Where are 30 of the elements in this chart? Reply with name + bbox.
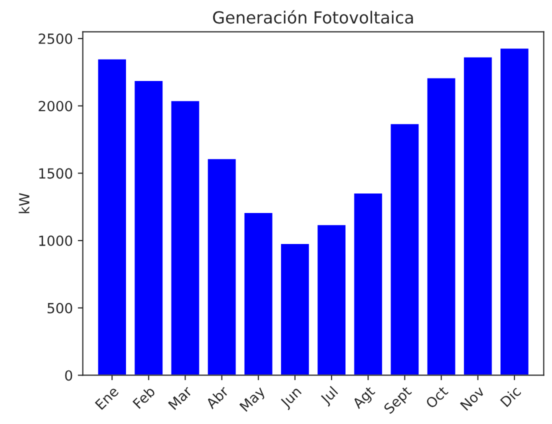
- bar: [243, 212, 274, 376]
- bar: [499, 47, 530, 376]
- x-tick-label: Nov: [460, 386, 486, 411]
- bar: [462, 56, 494, 376]
- x-tick-label: Ene: [94, 386, 120, 410]
- bar: [206, 158, 238, 376]
- x-tick-label: Dic: [500, 386, 522, 408]
- y-tick-label: 1000: [39, 236, 72, 246]
- bar: [426, 76, 457, 376]
- y-tick-label: 2500: [38, 34, 72, 44]
- x-tick-label: Abr: [204, 384, 230, 410]
- bar: [133, 80, 164, 376]
- bar: [352, 192, 384, 376]
- x-tick-label: Jun: [279, 386, 304, 410]
- x-tick-label: Feb: [132, 386, 156, 409]
- x-tick-label: Oct: [425, 385, 449, 409]
- bar: [316, 224, 347, 376]
- chart-title: Generación Fotovoltaica: [213, 10, 413, 24]
- bar: [170, 100, 201, 376]
- y-tick-label: 0: [65, 370, 72, 381]
- y-tick-label: 500: [48, 302, 72, 314]
- x-tick-label: Agt: [352, 386, 378, 412]
- bar: [280, 242, 310, 376]
- x-tick-label: Jul: [319, 386, 340, 407]
- y-tick-label: 1500: [39, 168, 72, 179]
- y-axis-title: kW: [18, 193, 30, 214]
- bar: [389, 122, 420, 376]
- bar: [96, 58, 128, 376]
- y-tick-label: 2000: [38, 100, 72, 112]
- x-tick-label: Mar: [168, 385, 193, 410]
